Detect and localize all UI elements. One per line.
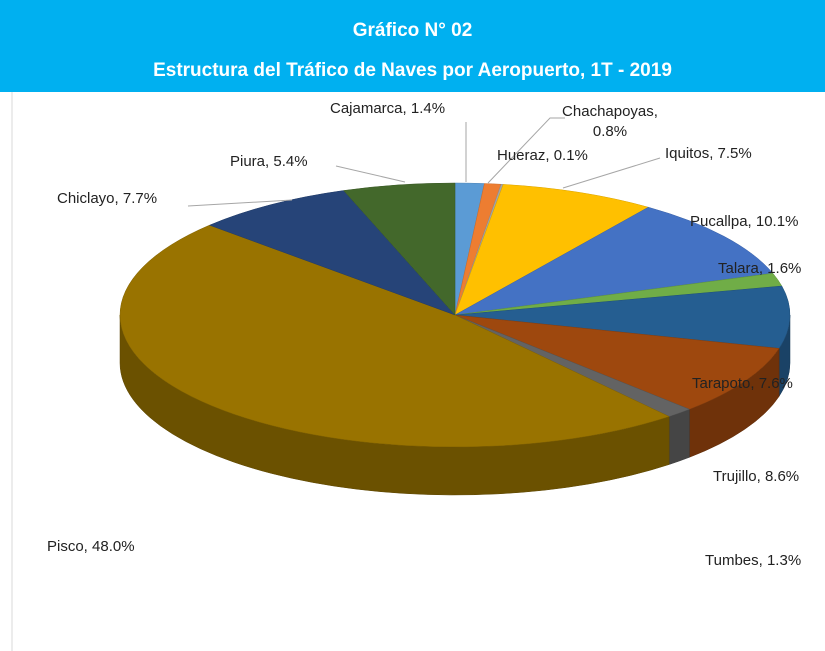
leader-line xyxy=(187,199,293,207)
data-label: Pisco, 48.0% xyxy=(47,538,135,555)
header: Gráfico N° 02 Estructura del Tráfico de … xyxy=(0,0,825,92)
data-label: Chiclayo, 7.7% xyxy=(57,190,158,207)
leader-line xyxy=(335,165,406,183)
pie-slice xyxy=(454,314,780,410)
data-label: Piura, 5.4% xyxy=(230,153,308,170)
pie-slice xyxy=(454,184,649,316)
data-label: Chachapoyas, 0.8% xyxy=(562,103,658,140)
data-label: Iquitos, 7.5% xyxy=(665,145,752,162)
leader-line xyxy=(562,157,661,189)
pie-slice xyxy=(208,190,456,316)
data-label: Hueraz, 0.1% xyxy=(497,147,588,164)
pie-side xyxy=(668,408,690,465)
data-label: Tarapoto, 7.6% xyxy=(692,375,793,392)
pie-slice xyxy=(454,206,774,316)
data-label: Trujillo, 8.6% xyxy=(713,468,800,485)
data-label: Pucallpa, 10.1% xyxy=(690,213,799,230)
data-label: Cajamarca, 1.4% xyxy=(330,100,446,117)
data-label: Tumbes, 1.3% xyxy=(705,552,802,569)
leaders xyxy=(187,117,661,207)
pie xyxy=(119,182,791,496)
chart-title: Gráfico N° 02 xyxy=(352,20,473,41)
pie-slice xyxy=(119,224,670,448)
chart-subtitle: Estructura del Tráfico de Naves por Aero… xyxy=(153,60,672,81)
pie-slice xyxy=(343,182,456,316)
leader-line xyxy=(487,117,565,184)
data-label: Talara, 1.6% xyxy=(718,260,802,277)
pie-slice xyxy=(454,285,791,349)
